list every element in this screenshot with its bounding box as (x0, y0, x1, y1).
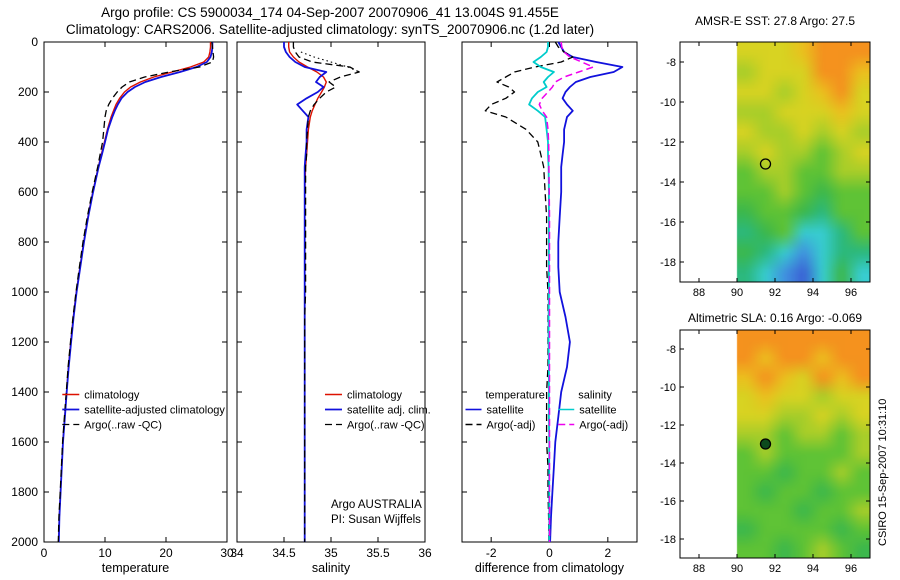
sst-heatmap (680, 42, 870, 282)
diff-axis-label: difference from climatology (475, 561, 625, 575)
x-tick-label: 35.5 (366, 546, 390, 560)
legend-label: Argo(-adj) (579, 420, 628, 432)
x-tick-label: 96 (845, 287, 857, 299)
legend-label: Argo(..raw -QC) (84, 420, 162, 432)
x-tick-label: 94 (807, 563, 819, 575)
sla-map-box (679, 329, 871, 559)
x-tick-label: 0 (41, 546, 48, 560)
x-tick-label: 88 (693, 287, 705, 299)
sal-axis-label: salinity (312, 561, 351, 575)
series-line (57, 42, 212, 543)
x-tick-label: 90 (731, 287, 743, 299)
legend-header: temperature (486, 390, 545, 402)
y-tick-label: -8 (666, 57, 676, 69)
y-tick-label: -12 (660, 137, 676, 149)
y-tick-label: 1800 (11, 485, 38, 499)
series-line (292, 42, 360, 542)
sal-panel: 34 34.5 35 35.5 36 salinity climatology satelli… (230, 41, 432, 575)
legend-label: Argo(-adj) (487, 420, 536, 432)
x-tick-label: 30 (220, 546, 234, 560)
y-tick-label: 800 (18, 235, 38, 249)
y-tick-label: 400 (18, 135, 38, 149)
y-tick-label: -10 (660, 97, 676, 109)
x-tick-label: 0 (546, 546, 553, 560)
x-tick-label: 88 (693, 563, 705, 575)
y-tick-label: -12 (660, 420, 676, 432)
y-tick-label: 2000 (11, 535, 38, 549)
x-tick-label: 92 (769, 287, 781, 299)
x-tick-label: 96 (845, 563, 857, 575)
temp-panel: 0 10 20 30 0 200 400 600 800 1000 1200 1400 1600 1800… (11, 35, 234, 575)
y-tick-label: -18 (660, 257, 676, 269)
y-tick-label: -18 (660, 534, 676, 546)
y-tick-label: -8 (666, 344, 676, 356)
sla-axes: 88 90 92 94 96 -8 -10 -12 -14 -16 -18 (660, 329, 871, 575)
sal-plot-box (236, 41, 426, 543)
y-tick-label: -10 (660, 382, 676, 394)
y-tick-label: -16 (660, 217, 676, 229)
series-line (484, 41, 574, 543)
y-tick-label: 1200 (11, 335, 38, 349)
sla-map-title: Altimetric SLA: 0.16 Argo: -0.069 (687, 311, 863, 325)
series-line (57, 42, 214, 543)
x-tick-label: 34 (230, 546, 244, 560)
legend-label: satellite (487, 405, 524, 417)
figure-title-line1: Argo profile: CS 5900034_174 04-Sep-2007… (101, 5, 559, 20)
x-tick-label: 92 (769, 563, 781, 575)
y-tick-label: 1600 (11, 435, 38, 449)
series-line (57, 41, 215, 543)
annotation-text: Argo AUSTRALIA (331, 499, 422, 511)
legend-label: satellite adj. clim. (347, 405, 431, 417)
y-tick-label: 200 (18, 85, 38, 99)
x-tick-label: 94 (807, 287, 819, 299)
figure-title-line2: Climatology: CARS2006. Satellite-adjuste… (65, 22, 595, 37)
series-line (300, 51, 360, 73)
x-tick-label: 36 (418, 546, 432, 560)
y-tick-label: -14 (660, 177, 676, 189)
legend-label: satellite-adjusted climatology (84, 405, 225, 417)
temp-plot-box (43, 41, 228, 543)
legend-label: satellite (579, 405, 616, 417)
legend-header: salinity (578, 390, 612, 402)
sst-axes: 88 90 92 94 96 -8 -10 -12 -14 -16 -18 (660, 41, 871, 299)
y-tick-label: -14 (660, 458, 676, 470)
series-line (549, 41, 624, 543)
y-tick-label: 600 (18, 185, 38, 199)
y-tick-label: 0 (31, 35, 38, 49)
temp-axis-label: temperature (102, 561, 169, 575)
legend-label: climatology (84, 390, 140, 402)
x-tick-label: 90 (731, 563, 743, 575)
sla-argo-position-marker (759, 438, 772, 450)
x-tick-label: 35 (324, 546, 338, 560)
x-tick-label: 2 (604, 546, 611, 560)
sst-argo-position-marker (759, 158, 772, 170)
csiro-timestamp-stamp: CSIRO 15-Sep-2007 10:31:10 (877, 398, 889, 546)
x-tick-label: 10 (98, 546, 112, 560)
series-line (538, 41, 595, 542)
y-tick-label: 1000 (11, 285, 38, 299)
legend-label: Argo(..raw -QC) (347, 420, 425, 432)
annotation-text: PI: Susan Wijffels (331, 514, 421, 526)
y-tick-label: 1400 (11, 385, 38, 399)
sst-map-title: AMSR-E SST: 27.8 Argo: 27.5 (694, 14, 856, 28)
sla-heatmap (680, 330, 870, 558)
sst-map-box (679, 41, 871, 283)
x-tick-label: 20 (159, 546, 173, 560)
x-tick-label: -2 (486, 546, 497, 560)
legend-label: climatology (347, 390, 403, 402)
x-tick-label: 34.5 (272, 546, 296, 560)
y-tick-label: -16 (660, 496, 676, 508)
